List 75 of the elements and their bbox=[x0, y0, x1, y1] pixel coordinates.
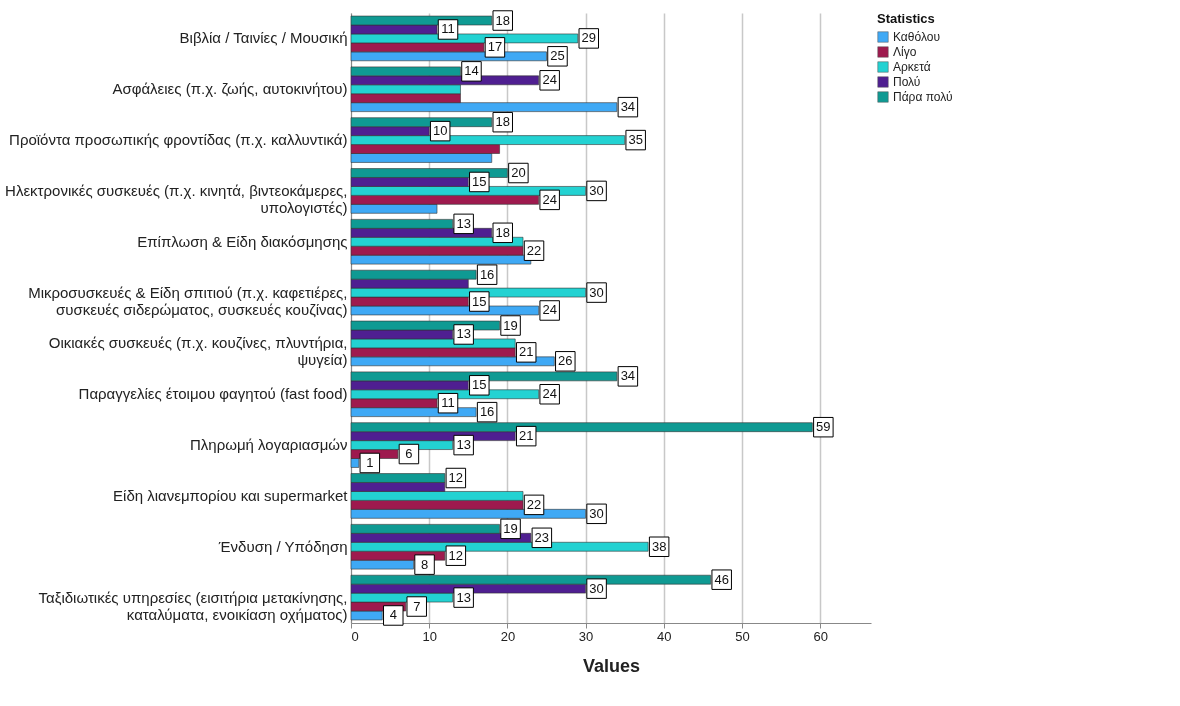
data-label: 14 bbox=[464, 63, 479, 79]
data-label: 13 bbox=[456, 215, 471, 231]
data-label: 30 bbox=[589, 580, 604, 596]
data-label: 21 bbox=[518, 344, 534, 360]
data-label: 59 bbox=[816, 419, 831, 435]
data-label: 13 bbox=[456, 589, 471, 605]
y-tick-label: Πληρωμή λογαριασμών bbox=[189, 436, 348, 454]
data-label: 15 bbox=[472, 293, 487, 309]
data-label: 15 bbox=[472, 377, 487, 393]
data-label: 25 bbox=[550, 48, 565, 64]
data-label: 4 bbox=[389, 607, 397, 623]
y-tick-label: Ταξιδιωτικές υπηρεσίες (εισιτήρια μετακίνησης, καταλύματα, ενοικίαση οχήματος) bbox=[38, 588, 348, 623]
x-tick-label: 40 bbox=[657, 628, 672, 644]
data-label: 6 bbox=[405, 446, 413, 462]
data-label: 26 bbox=[558, 353, 573, 369]
legend-label: Αρκετά bbox=[893, 60, 931, 74]
data-label: 13 bbox=[456, 437, 471, 453]
data-label: 22 bbox=[526, 242, 542, 258]
data-label: 10 bbox=[432, 123, 448, 139]
data-label: 21 bbox=[518, 428, 534, 444]
y-tick-label: Προϊόντα προσωπικής φροντίδας (π.χ. καλλυντικά) bbox=[9, 131, 348, 149]
data-label: 8 bbox=[420, 556, 429, 572]
data-label: 7 bbox=[413, 598, 421, 614]
data-label: 18 bbox=[495, 12, 510, 28]
data-label: 20 bbox=[511, 165, 526, 181]
data-label: 30 bbox=[589, 284, 604, 300]
data-label: 24 bbox=[542, 191, 557, 207]
data-label: 18 bbox=[495, 114, 510, 130]
y-tick-label: Ασφάλειες (π.χ. ζωής, αυτοκινήτου) bbox=[112, 80, 348, 98]
data-label: 12 bbox=[448, 470, 464, 486]
data-label: 19 bbox=[503, 520, 518, 536]
data-label: 1 bbox=[366, 454, 374, 470]
data-label: 34 bbox=[620, 99, 636, 115]
y-tick-label: Παραγγελίες έτοιμου φαγητού (fast food) bbox=[78, 385, 348, 403]
x-tick-label: 50 bbox=[735, 628, 750, 644]
data-label: 12 bbox=[448, 547, 464, 563]
data-label: 17 bbox=[487, 39, 503, 55]
legend-label: Πολύ bbox=[893, 75, 921, 89]
y-tick-label: Μικροσυσκευές & Είδη σπιτιού (π.χ. καφετιέρες, συσκευές σιδερώματος, συσκευές κουζίνας) bbox=[28, 283, 348, 318]
data-label: 11 bbox=[441, 21, 455, 37]
data-label: 24 bbox=[542, 386, 557, 402]
data-label: 24 bbox=[542, 72, 557, 88]
legend-label: Πάρα πολύ bbox=[893, 90, 953, 104]
y-tick-label: Επίπλωση & Είδη διακόσμησης bbox=[137, 232, 348, 250]
y-tick-label: Βιβλία / Ταινίες / Μουσική bbox=[179, 29, 348, 47]
data-label: 46 bbox=[714, 571, 729, 587]
data-label: 18 bbox=[495, 224, 510, 240]
x-tick-label: 30 bbox=[578, 628, 594, 644]
data-label: 22 bbox=[526, 496, 542, 512]
x-axis-title: Values bbox=[582, 655, 641, 676]
legend-label: Λίγο bbox=[893, 45, 917, 59]
data-label: 11 bbox=[441, 395, 455, 411]
data-label: 38 bbox=[651, 538, 667, 554]
x-tick-label: 60 bbox=[813, 628, 828, 644]
data-label: 34 bbox=[620, 368, 636, 384]
data-label: 30 bbox=[589, 505, 604, 521]
legend-label: Καθόλου bbox=[893, 30, 940, 44]
y-tick-label: Είδη λιανεμπορίου και supermarket bbox=[113, 486, 349, 504]
data-label: 15 bbox=[472, 173, 487, 189]
x-tick-label: 10 bbox=[422, 628, 437, 644]
y-tick-label: Οικιακές συσκευές (π.χ. κουζίνες, πλυντήρια, ψυγεία) bbox=[48, 334, 348, 369]
x-tick-label: 0 bbox=[351, 628, 359, 644]
x-tick-label: 20 bbox=[500, 628, 516, 644]
data-label: 35 bbox=[628, 132, 643, 148]
data-label: 16 bbox=[479, 404, 495, 420]
data-label: 29 bbox=[581, 30, 596, 46]
data-label: 19 bbox=[503, 317, 518, 333]
data-label: 30 bbox=[589, 182, 604, 198]
data-label: 23 bbox=[534, 529, 550, 545]
legend-title: Statistics bbox=[877, 11, 935, 26]
data-label: 13 bbox=[456, 326, 471, 342]
data-label: 24 bbox=[542, 302, 557, 318]
data-label: 16 bbox=[479, 266, 495, 282]
y-tick-label: Ένδυση / Υπόδηση bbox=[217, 537, 348, 555]
y-tick-label: Ηλεκτρονικές συσκευές (π.χ. κινητά, βιντεοκάμερες, υπολογιστές) bbox=[5, 181, 348, 216]
